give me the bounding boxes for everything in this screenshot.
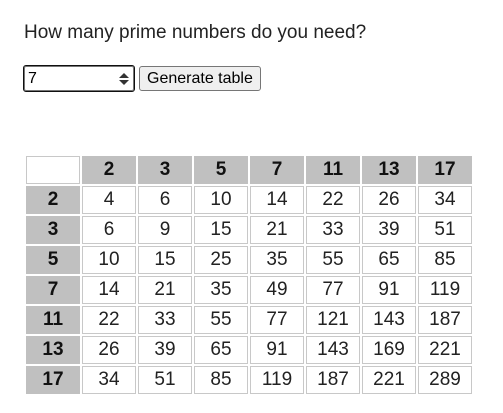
product-cell: 39 [362,216,416,244]
product-cell: 14 [82,276,136,304]
product-cell: 55 [194,306,248,334]
column-header: 3 [138,156,192,184]
prompt-question: How many prime numbers do you need? [24,22,367,43]
product-cell: 91 [250,336,304,364]
product-cell: 221 [362,366,416,394]
product-cell: 121 [306,306,360,334]
product-cell: 26 [362,186,416,214]
product-cell: 10 [194,186,248,214]
product-cell: 221 [418,336,472,364]
product-cell: 25 [194,246,248,274]
product-cell: 21 [250,216,304,244]
table-row: 3 6 9 15 21 33 39 51 [26,216,472,244]
product-cell: 34 [418,186,472,214]
table-row: 7 14 21 35 49 77 91 119 [26,276,472,304]
product-cell: 39 [138,336,192,364]
generate-table-button[interactable]: Generate table [139,66,261,91]
decrement-arrow-icon[interactable] [119,79,129,85]
table-row: 11 22 33 55 77 121 143 187 [26,306,472,334]
stepper-buttons [117,69,131,88]
product-cell: 85 [418,246,472,274]
product-cell: 35 [194,276,248,304]
product-cell: 9 [138,216,192,244]
product-cell: 119 [250,366,304,394]
increment-arrow-icon[interactable] [119,72,129,78]
product-cell: 14 [250,186,304,214]
row-header: 17 [26,366,80,394]
product-cell: 55 [306,246,360,274]
product-cell: 33 [138,306,192,334]
table-row: 2 4 6 10 14 22 26 34 [26,186,472,214]
product-cell: 33 [306,216,360,244]
product-cell: 4 [82,186,136,214]
product-cell: 65 [194,336,248,364]
product-cell: 22 [306,186,360,214]
prime-product-table: 2 3 5 7 11 13 17 2 4 6 10 14 22 26 34 3 6 9 15 21 33 3… [24,154,474,396]
column-header: 13 [362,156,416,184]
table-container: 2 3 5 7 11 13 17 2 4 6 10 14 22 26 34 3 6 9 15 21 33 3… [24,154,474,396]
column-header: 17 [418,156,472,184]
product-cell: 10 [82,246,136,274]
product-cell: 91 [362,276,416,304]
row-header: 11 [26,306,80,334]
product-cell: 143 [362,306,416,334]
header-row: 2 3 5 7 11 13 17 [26,156,472,184]
product-cell: 49 [250,276,304,304]
product-cell: 6 [138,186,192,214]
product-cell: 187 [306,366,360,394]
product-cell: 15 [194,216,248,244]
row-header: 2 [26,186,80,214]
table-row: 17 34 51 85 119 187 221 289 [26,366,472,394]
column-header: 7 [250,156,304,184]
product-cell: 6 [82,216,136,244]
product-cell: 187 [418,306,472,334]
prime-count-input[interactable] [25,67,114,90]
product-cell: 65 [362,246,416,274]
corner-cell [26,156,80,184]
row-header: 7 [26,276,80,304]
column-header: 11 [306,156,360,184]
row-header: 13 [26,336,80,364]
product-cell: 21 [138,276,192,304]
product-cell: 85 [194,366,248,394]
product-cell: 51 [138,366,192,394]
product-cell: 77 [306,276,360,304]
column-header: 5 [194,156,248,184]
product-cell: 15 [138,246,192,274]
product-cell: 77 [250,306,304,334]
table-row: 13 26 39 65 91 143 169 221 [26,336,472,364]
table-row: 5 10 15 25 35 55 65 85 [26,246,472,274]
product-cell: 26 [82,336,136,364]
controls: Generate table [23,65,261,92]
product-cell: 35 [250,246,304,274]
product-cell: 169 [362,336,416,364]
row-header: 5 [26,246,80,274]
product-cell: 51 [418,216,472,244]
prime-count-stepper[interactable] [23,65,135,92]
product-cell: 119 [418,276,472,304]
product-cell: 34 [82,366,136,394]
row-header: 3 [26,216,80,244]
product-cell: 22 [82,306,136,334]
product-cell: 143 [306,336,360,364]
product-cell: 289 [418,366,472,394]
column-header: 2 [82,156,136,184]
